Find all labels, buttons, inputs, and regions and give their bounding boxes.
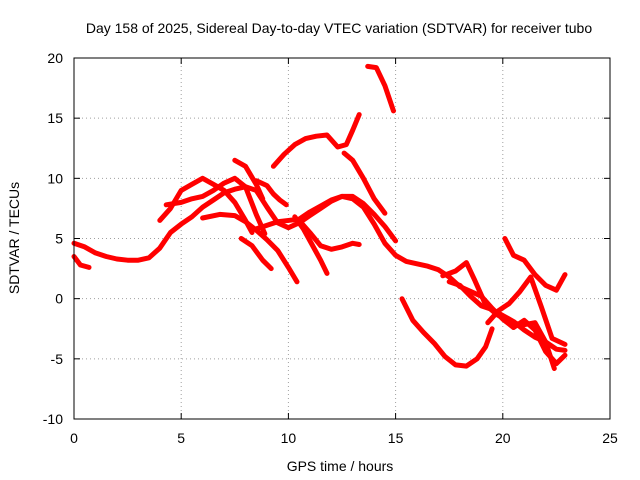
y-tick-label: 20 <box>47 50 63 66</box>
series-arc-17 <box>485 274 568 347</box>
y-tick-label: -5 <box>51 351 64 367</box>
y-tick-label: 15 <box>47 110 63 126</box>
series-arc-10 <box>298 220 362 252</box>
chart-title: Day 158 of 2025, Sidereal Day-to-day VTE… <box>86 20 593 36</box>
series-arc-7 <box>253 178 289 208</box>
x-tick-labels: 0 5 10 15 20 25 <box>70 430 618 446</box>
axis-ticks <box>73 57 611 420</box>
series-arc-4 <box>163 175 268 237</box>
x-tick-label: 10 <box>281 430 297 446</box>
series-arc-8 <box>238 236 274 272</box>
y-tick-labels: -10 -5 0 5 10 15 20 <box>43 50 63 427</box>
series-arc-15 <box>399 296 495 369</box>
x-tick-label: 0 <box>70 430 78 446</box>
x-tick-label: 20 <box>495 430 511 446</box>
grid <box>74 58 610 419</box>
series-arc-18 <box>446 279 568 353</box>
series-arc-11 <box>292 214 330 276</box>
y-tick-label: 0 <box>55 291 63 307</box>
y-tick-label: -10 <box>43 411 63 427</box>
series-group <box>71 63 568 371</box>
y-axis-label: SDTVAR / TECUs <box>6 182 22 294</box>
x-tick-label: 5 <box>177 430 185 446</box>
series-arc-19 <box>502 236 568 293</box>
series-arc-2 <box>71 254 92 270</box>
series-arc-3 <box>157 175 255 235</box>
x-tick-label: 15 <box>388 430 404 446</box>
series-arc-6 <box>232 157 266 202</box>
x-axis-label: GPS time / hours <box>287 458 394 474</box>
series-arc-12 <box>270 112 362 169</box>
series-arc-13 <box>341 150 388 216</box>
y-tick-label: 5 <box>55 231 63 247</box>
series-arc-14 <box>365 63 396 114</box>
y-tick-label: 10 <box>47 170 63 186</box>
x-tick-label: 25 <box>602 430 618 446</box>
